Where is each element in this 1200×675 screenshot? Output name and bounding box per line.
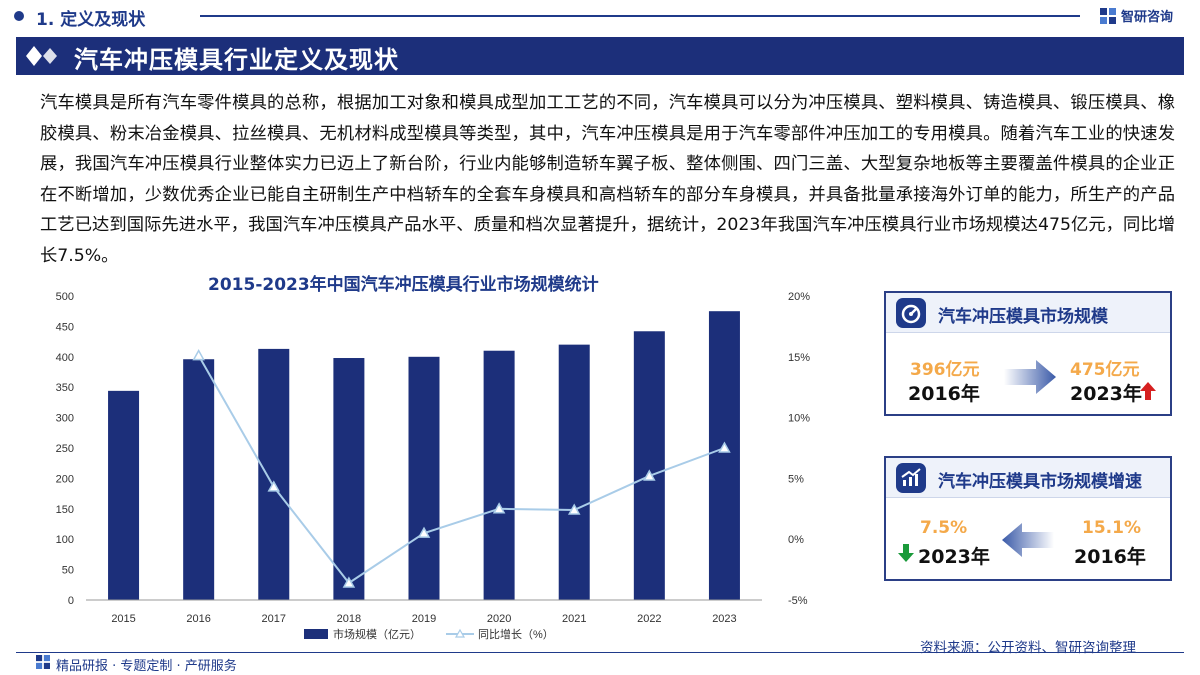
market-size-chart: 0 50 100 150 200 250 300 350 400 450 500 -5% 0% 5% 10%… bbox=[56, 291, 811, 641]
banner-title: 汽车冲压模具行业定义及现状 bbox=[74, 46, 399, 74]
left-axis-tick-label: 0 bbox=[68, 595, 74, 607]
legend-line-marker bbox=[454, 628, 466, 638]
bar bbox=[633, 331, 665, 600]
arrow-up-icon bbox=[1140, 382, 1156, 400]
growth-point bbox=[718, 441, 731, 453]
right-axis-tick-label: 10% bbox=[788, 413, 810, 425]
bar bbox=[558, 344, 590, 600]
bar bbox=[333, 358, 365, 600]
legend-line-label: 同比增长（%） bbox=[478, 627, 554, 641]
current-growth-value: 7.5% bbox=[920, 518, 968, 538]
growth-line bbox=[197, 355, 725, 585]
x-axis-tick-label: 2022 bbox=[637, 613, 661, 625]
right-axis-tick-label: -5% bbox=[788, 595, 808, 607]
base-growth-value: 15.1% bbox=[1082, 518, 1141, 538]
title-banner: 汽车冲压模具行业定义及现状 bbox=[16, 37, 1184, 75]
left-axis-tick-label: 350 bbox=[56, 382, 74, 394]
arrow-down-icon bbox=[898, 544, 914, 562]
left-axis-tick-label: 50 bbox=[62, 565, 74, 577]
x-axis-tick-label: 2020 bbox=[487, 613, 511, 625]
to-year: 2023年 bbox=[1070, 383, 1142, 405]
logo-text: 智研咨询 bbox=[1121, 10, 1174, 25]
left-axis-tick-label: 200 bbox=[56, 473, 74, 485]
bar bbox=[258, 348, 290, 600]
x-axis-tick-label: 2017 bbox=[262, 613, 286, 625]
x-axis-tick-label: 2021 bbox=[562, 613, 586, 625]
current-growth-year: 2023年 bbox=[918, 546, 990, 568]
bar bbox=[408, 356, 440, 600]
x-axis-tick-label: 2023 bbox=[712, 613, 736, 625]
x-axis-tick-label: 2016 bbox=[186, 613, 210, 625]
bar bbox=[708, 311, 740, 600]
legend-bar-swatch bbox=[304, 629, 328, 639]
header-divider bbox=[200, 15, 1080, 17]
footer-tagline: 精品研报 · 专题定制 · 产研服务 bbox=[56, 659, 237, 674]
card-title: 汽车冲压模具市场规模 bbox=[938, 307, 1108, 327]
growth-point bbox=[643, 469, 656, 481]
left-axis-tick-label: 450 bbox=[56, 321, 74, 333]
bar bbox=[483, 350, 515, 600]
left-axis-tick-label: 300 bbox=[56, 413, 74, 425]
card-title: 汽车冲压模具市场规模增速 bbox=[938, 472, 1142, 492]
bar bbox=[108, 390, 140, 600]
trend-chart-icon bbox=[896, 463, 926, 493]
footer-logo-icon bbox=[36, 655, 50, 669]
growth-point bbox=[567, 503, 581, 515]
logo-icon bbox=[1100, 7, 1116, 24]
growth-point bbox=[342, 576, 356, 588]
right-axis-tick-label: 20% bbox=[788, 291, 810, 303]
right-axis-tick-label: 0% bbox=[788, 534, 804, 546]
growth-point bbox=[192, 349, 205, 361]
gauge-icon bbox=[896, 298, 926, 328]
section-title: 1. 定义及现状 bbox=[36, 10, 146, 30]
data-source: 资料来源：公开资料、智研咨询整理 bbox=[920, 640, 1136, 656]
left-axis-tick-label: 250 bbox=[56, 443, 74, 455]
growth-point bbox=[492, 502, 506, 514]
x-axis-tick-label: 2018 bbox=[337, 613, 361, 625]
market-size-card: 汽车冲压模具市场规模 396亿元 2016年 475亿元 2023年 bbox=[884, 291, 1172, 416]
chart-title: 2015-2023年中国汽车冲压模具行业市场规模统计 bbox=[208, 275, 599, 295]
intro-paragraph: 汽车模具是所有汽车零件模具的总称，根据加工对象和模具成型加工工艺的不同，汽车模具… bbox=[40, 93, 1175, 266]
left-axis-tick-label: 150 bbox=[56, 504, 74, 516]
card-header: 汽车冲压模具市场规模增速 bbox=[886, 458, 1170, 498]
left-axis-tick-label: 500 bbox=[56, 291, 74, 303]
arrow-left-icon bbox=[1002, 523, 1054, 557]
card-header: 汽车冲压模具市场规模 bbox=[886, 293, 1170, 333]
right-axis-tick-label: 5% bbox=[788, 473, 804, 485]
legend-bar-label: 市场规模（亿元） bbox=[333, 627, 421, 641]
x-axis-tick-label: 2015 bbox=[111, 613, 135, 625]
from-value: 396亿元 bbox=[910, 360, 980, 380]
base-growth-year: 2016年 bbox=[1074, 546, 1146, 568]
to-value: 475亿元 bbox=[1070, 360, 1140, 380]
growth-point bbox=[417, 526, 431, 538]
right-axis-tick-label: 15% bbox=[788, 352, 810, 364]
diamond-icon bbox=[26, 46, 57, 66]
arrow-right-icon bbox=[1004, 360, 1056, 394]
top-bar: 1. 定义及现状 智研咨询 bbox=[0, 0, 1200, 32]
section-bullet-icon bbox=[14, 11, 24, 21]
growth-rate-card: 汽车冲压模具市场规模增速 7.5% 2023年 15.1% 2016年 bbox=[884, 456, 1172, 581]
brand-logo: 智研咨询 bbox=[1100, 6, 1173, 25]
left-axis-tick-label: 100 bbox=[56, 534, 74, 546]
footer-divider bbox=[16, 652, 1184, 653]
from-year: 2016年 bbox=[908, 383, 980, 405]
bar bbox=[183, 359, 215, 600]
growth-point bbox=[267, 480, 281, 492]
x-axis-tick-label: 2019 bbox=[412, 613, 436, 625]
left-axis-tick-label: 400 bbox=[56, 352, 74, 364]
